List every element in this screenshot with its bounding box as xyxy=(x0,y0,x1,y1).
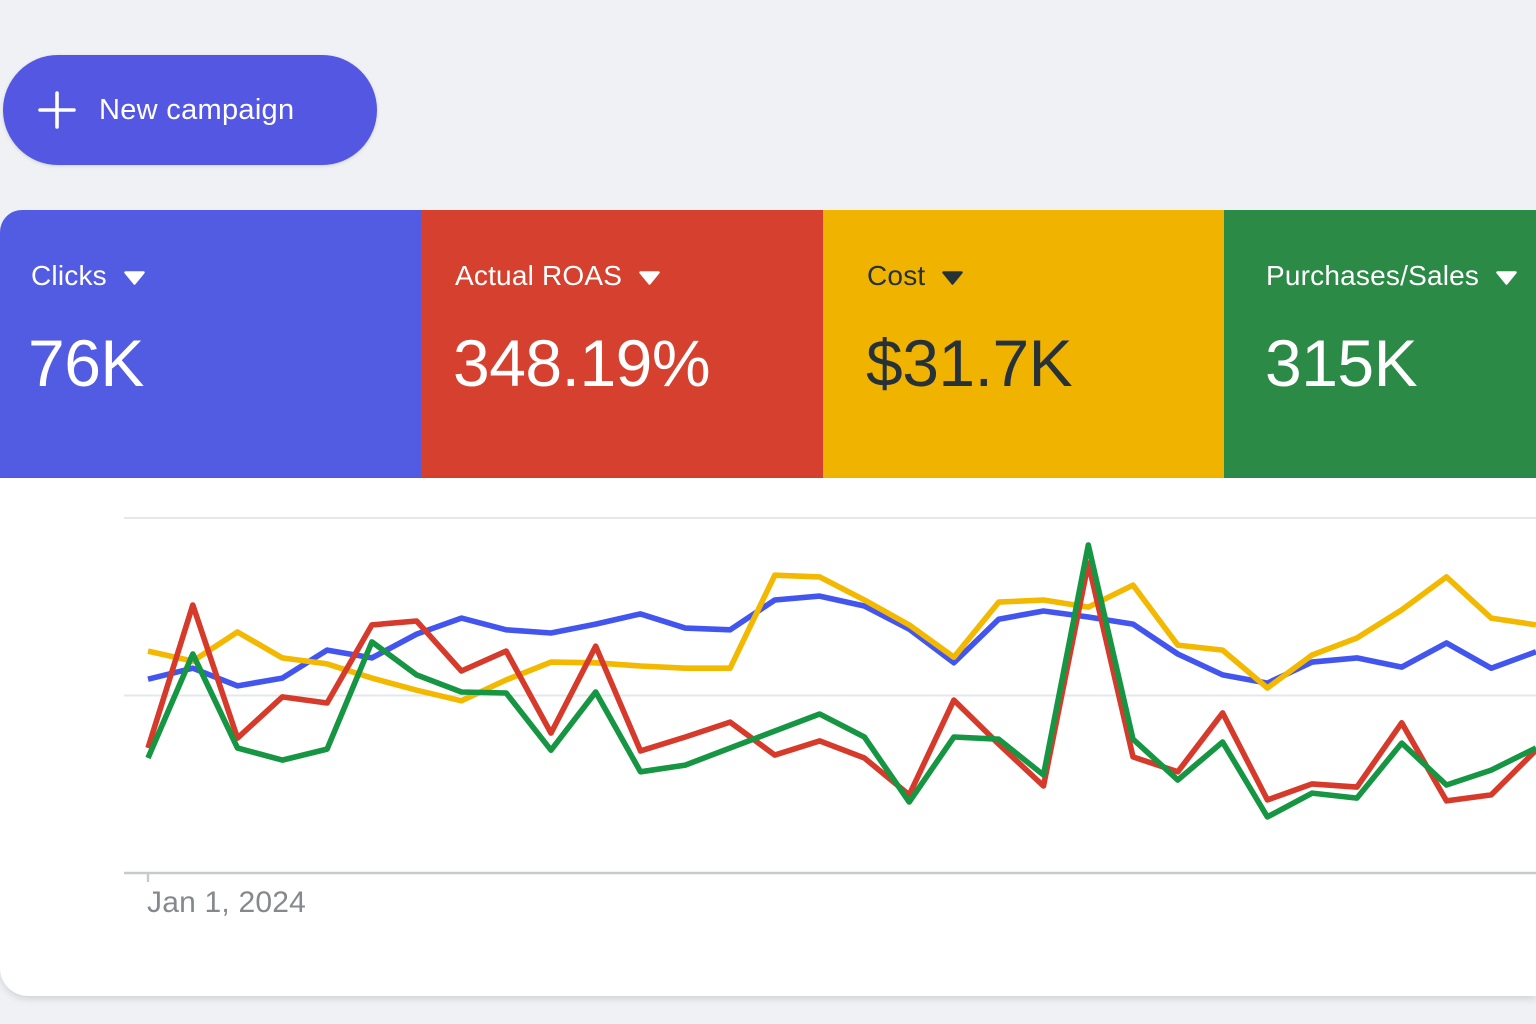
metric-label-text: Actual ROAS xyxy=(455,260,623,291)
new-campaign-label: New campaign xyxy=(99,93,295,126)
metric-label-text: Purchases/Sales xyxy=(1266,260,1480,291)
metric-label: Clicks xyxy=(31,260,145,292)
metric-label-text: Clicks xyxy=(31,260,107,291)
metric-card-purchases-sales[interactable]: Purchases/Sales 315K xyxy=(1224,210,1536,478)
clicks-line xyxy=(147,593,1536,689)
metric-value: 348.19% xyxy=(453,326,711,400)
chart-panel: Jan 1, 2024 xyxy=(0,478,1536,996)
metric-value: 76K xyxy=(28,326,144,400)
new-campaign-button[interactable]: New campaign xyxy=(3,55,377,165)
metric-label: Purchases/Sales xyxy=(1266,260,1517,292)
purchases-sales-line xyxy=(145,542,1536,820)
chevron-down-icon[interactable] xyxy=(1496,271,1517,285)
metric-label: Cost xyxy=(867,260,964,292)
metric-card-cost[interactable]: Cost $31.7K xyxy=(823,210,1224,478)
metric-card-clicks[interactable]: Clicks 76K xyxy=(0,210,421,478)
x-axis-tick-label: Jan 1, 2024 xyxy=(147,886,306,919)
metric-cards-row: Clicks 76K Actual ROAS 348.19% Cost $31.… xyxy=(0,210,1536,478)
metric-value: $31.7K xyxy=(866,326,1073,400)
chevron-down-icon[interactable] xyxy=(942,271,964,285)
metric-card-actual-roas[interactable]: Actual ROAS 348.19% xyxy=(421,210,823,478)
chevron-down-icon[interactable] xyxy=(124,271,145,285)
metric-value: 315K xyxy=(1265,326,1418,400)
cost-line xyxy=(147,572,1536,704)
actual-roas-line xyxy=(145,560,1536,804)
performance-chart[interactable] xyxy=(0,478,1536,996)
metric-label-text: Cost xyxy=(867,260,926,291)
metric-label: Actual ROAS xyxy=(455,260,660,292)
chevron-down-icon[interactable] xyxy=(639,271,660,285)
plus-icon xyxy=(37,90,77,130)
